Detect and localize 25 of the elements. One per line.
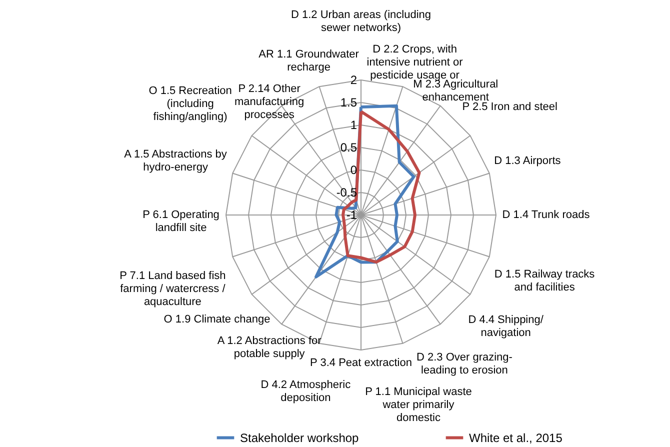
y-tick-label: 0	[350, 163, 358, 177]
spoke-label: D 1.2 Urban areas (including sewer networks)	[290, 9, 432, 34]
y-tick-label: 1.5	[340, 96, 358, 110]
spoke-label: D 1.3 Airports	[494, 154, 562, 167]
spoke-label: D 4.4 Shipping/ navigation	[468, 314, 544, 340]
y-tick-label: 1	[350, 118, 358, 132]
y-tick-label: 2	[350, 73, 358, 87]
spoke-label: A 1.5 Abstractions by hydro-energy	[124, 148, 228, 174]
spoke-label: D 1.4 Trunk roads	[502, 209, 590, 221]
legend-label: Stakeholder workshop	[240, 430, 360, 445]
spoke-label: AR 1.1 Groundwater recharge	[258, 48, 360, 74]
spoke-label: P 1.1 Municipal waste water primarily domestic	[365, 386, 472, 424]
spoke-label: P 6.1 Operating landfill site	[142, 209, 220, 234]
spoke-label: O 1.9 Climate change	[164, 314, 270, 326]
spoke-label: D 1.5 Railway tracks and facilities	[494, 268, 596, 294]
spoke-label: D 2.3 Over grazing- leading to erosion	[416, 351, 513, 376]
spoke-label: D 4.2 Atmospheric deposition	[260, 379, 352, 404]
y-tick-label: -1	[346, 208, 358, 222]
spoke-label: P 2.5 Iron and steel	[462, 100, 558, 113]
spoke-label: P 7.1 Land based fish farming / watercress / aquaculture	[120, 270, 226, 308]
spoke-label: O 1.5 Recreation (including fishing/angling)	[148, 84, 232, 123]
spoke-label: P 2.14 Other manufacturing processes	[234, 82, 304, 121]
legend-label: White et al., 2015	[469, 430, 563, 445]
y-tick-label: 0.5	[340, 140, 358, 154]
spoke-label: P 3.4 Peat extraction	[310, 357, 412, 369]
